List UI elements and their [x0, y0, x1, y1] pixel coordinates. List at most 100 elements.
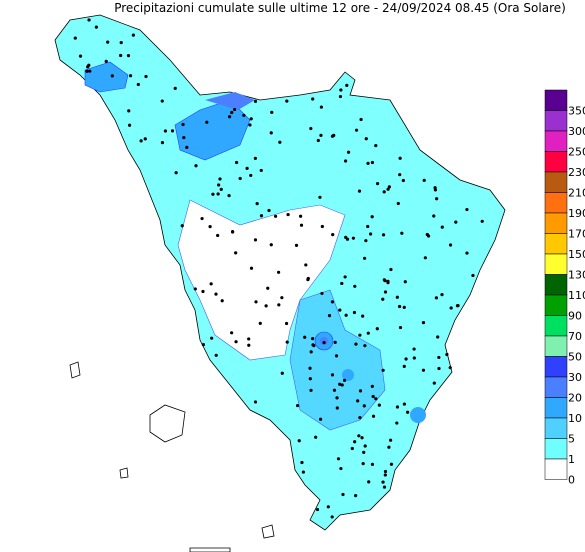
- station-dot: [170, 129, 175, 133]
- station-dot: [119, 41, 123, 45]
- station-dot: [383, 469, 388, 474]
- station-dot: [126, 54, 131, 58]
- station-dot: [454, 220, 458, 224]
- station-dot: [371, 414, 376, 418]
- station-dot: [354, 342, 358, 346]
- legend-swatch: [544, 458, 568, 480]
- station-dot: [404, 357, 408, 361]
- station-dot: [249, 117, 253, 121]
- station-dot: [371, 394, 375, 399]
- station-dot: [211, 192, 215, 196]
- station-dot: [386, 279, 390, 283]
- station-dot: [247, 337, 251, 341]
- legend-swatch: [544, 438, 568, 460]
- station-dot: [332, 388, 337, 392]
- station-dot: [326, 505, 330, 509]
- station-dot: [227, 115, 232, 119]
- station-dot: [353, 284, 357, 288]
- station-dot: [231, 230, 235, 234]
- station-dot: [383, 473, 387, 477]
- legend-label: 70: [568, 330, 582, 343]
- station-dot: [357, 434, 361, 438]
- station-dot: [285, 340, 289, 344]
- station-dot: [395, 295, 399, 299]
- station-dot: [445, 352, 449, 357]
- station-dot: [144, 74, 148, 79]
- station-dot: [434, 296, 438, 300]
- station-dot: [320, 291, 324, 296]
- station-dot: [163, 129, 168, 133]
- station-dot: [370, 215, 374, 219]
- station-dot: [295, 403, 300, 408]
- station-dot: [174, 171, 178, 175]
- station-dot: [364, 137, 368, 141]
- station-dot: [303, 335, 307, 339]
- station-dot: [259, 168, 263, 173]
- station-dot: [234, 160, 239, 165]
- station-dot: [300, 460, 304, 465]
- station-dot: [440, 293, 444, 297]
- station-dot: [435, 197, 439, 201]
- station-dot: [344, 313, 348, 317]
- station-dot: [238, 176, 242, 181]
- station-dot: [366, 331, 370, 335]
- station-dot: [230, 110, 234, 115]
- station-dot: [422, 178, 426, 182]
- station-dot: [294, 243, 299, 247]
- station-dot: [253, 99, 258, 103]
- station-dot: [381, 368, 385, 372]
- station-dot: [358, 333, 362, 337]
- station-dot: [285, 99, 289, 103]
- station-dot: [277, 303, 281, 307]
- station-dot: [361, 314, 365, 318]
- station-dot: [333, 340, 337, 344]
- station-dot: [425, 232, 429, 237]
- legend-label: 230: [568, 166, 585, 179]
- station-dot: [322, 340, 326, 345]
- station-dot: [185, 145, 189, 149]
- station-dot: [216, 192, 220, 196]
- station-dot: [242, 113, 246, 117]
- station-dot: [311, 337, 315, 341]
- station-dot: [396, 201, 400, 206]
- station-dot: [234, 340, 238, 344]
- station-dot: [354, 494, 358, 498]
- station-dot: [362, 404, 366, 408]
- station-dot: [362, 256, 367, 260]
- legend-label: 210: [568, 187, 585, 200]
- legend-swatch: [544, 212, 568, 234]
- station-dot: [309, 126, 313, 131]
- station-dot: [360, 436, 364, 440]
- station-dot: [350, 446, 354, 451]
- legend-label: 300: [568, 125, 585, 138]
- station-dot: [406, 410, 410, 414]
- station-dot: [440, 225, 444, 229]
- legend-swatch: [544, 335, 568, 357]
- station-dot: [254, 300, 258, 304]
- station-dot: [436, 335, 440, 339]
- legend-swatch: [544, 356, 568, 378]
- station-dot: [284, 321, 289, 326]
- station-dot: [448, 243, 453, 247]
- legend-label: 1: [568, 453, 575, 466]
- station-dot: [351, 236, 356, 240]
- station-dot: [297, 439, 301, 443]
- station-dot: [327, 314, 332, 318]
- station-dot: [344, 235, 348, 239]
- station-dot: [330, 300, 335, 304]
- station-dot: [455, 304, 460, 308]
- station-dot: [471, 273, 475, 278]
- station-dot: [338, 308, 342, 312]
- station-dot: [318, 195, 322, 199]
- legend-label: 250: [568, 146, 585, 159]
- station-dot: [339, 88, 343, 92]
- stations: [73, 18, 484, 519]
- station-dot: [245, 166, 249, 170]
- station-dot: [277, 270, 281, 274]
- station-dot: [366, 161, 370, 166]
- station-dot: [336, 457, 341, 461]
- station-dot: [341, 492, 345, 497]
- station-dot: [362, 450, 366, 455]
- legend-label: 50: [568, 351, 582, 364]
- station-dot: [339, 466, 343, 471]
